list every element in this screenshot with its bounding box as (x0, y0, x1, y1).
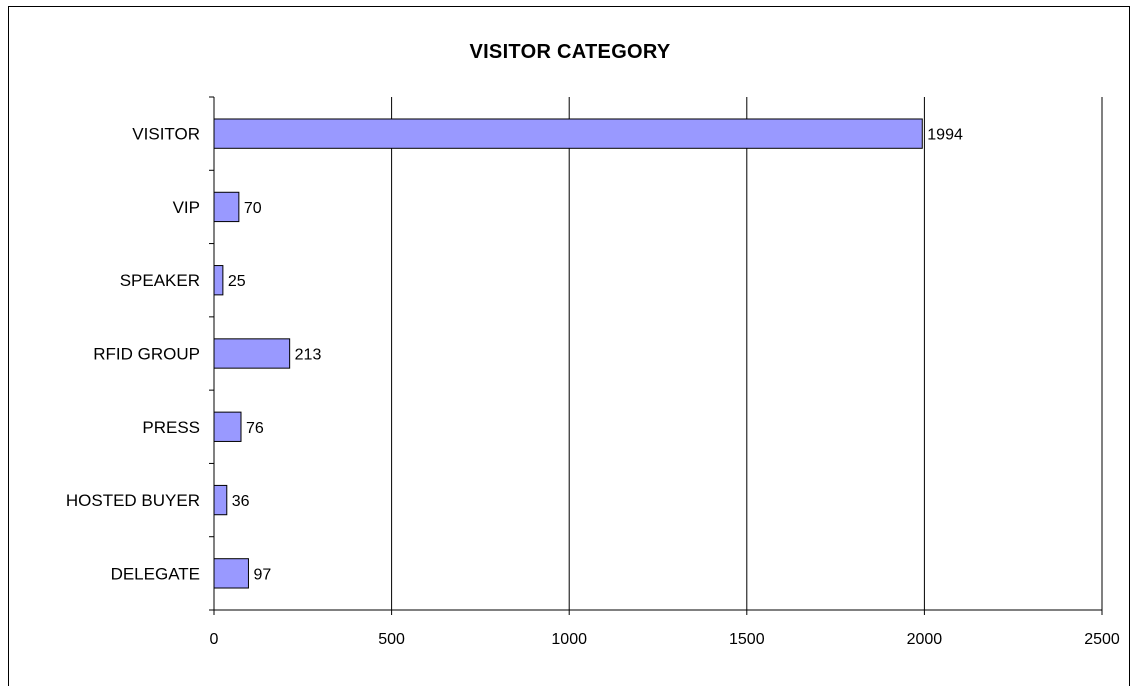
x-tick-label-2000: 2000 (907, 631, 943, 648)
bar-layer (213, 118, 923, 589)
bar-rfid-group (213, 338, 291, 369)
category-label-rfid-group: RFID GROUP (93, 345, 200, 364)
value-label-delegate: 97 (253, 566, 271, 583)
value-label-rfid-group: 213 (295, 347, 322, 364)
axis-layer (209, 96, 1103, 615)
bar-vip (213, 191, 240, 223)
value-label-hosted-buyer: 36 (232, 493, 250, 510)
x-tick-label-500: 500 (378, 631, 405, 648)
value-label-vip: 70 (244, 200, 262, 217)
label-layer: 0 500 1000 1500 2000 2500 VISITOR 1994 VIP 70 SPEA… (66, 125, 1120, 648)
chart-frame: VISITOR CATEGORY 0 500 1000 1500 2000 2500 VIS… (8, 6, 1130, 686)
x-tick-label-2500: 2500 (1084, 631, 1120, 648)
category-label-visitor: VISITOR (132, 125, 200, 144)
bar-visitor (213, 118, 923, 149)
category-label-vip: VIP (173, 198, 200, 217)
category-label-speaker: SPEAKER (120, 271, 200, 290)
bar-delegate (213, 558, 249, 589)
x-tick-label-0: 0 (210, 631, 219, 648)
chart-plot: 0 500 1000 1500 2000 2500 VISITOR 1994 VIP 70 SPEA… (66, 96, 1120, 648)
bar-hosted-buyer (213, 484, 228, 516)
x-tick-label-1000: 1000 (551, 631, 587, 648)
category-label-press: PRESS (142, 418, 200, 437)
category-label-hosted-buyer: HOSTED BUYER (66, 491, 200, 510)
grid-layer (391, 97, 1103, 610)
category-label-delegate: DELEGATE (111, 564, 200, 583)
value-label-visitor: 1994 (927, 127, 963, 144)
value-label-speaker: 25 (228, 273, 246, 290)
value-label-press: 76 (246, 420, 264, 437)
bar-speaker (213, 265, 224, 296)
chart-title: VISITOR CATEGORY (469, 41, 671, 63)
x-tick-label-1500: 1500 (729, 631, 765, 648)
bar-press (213, 411, 242, 442)
